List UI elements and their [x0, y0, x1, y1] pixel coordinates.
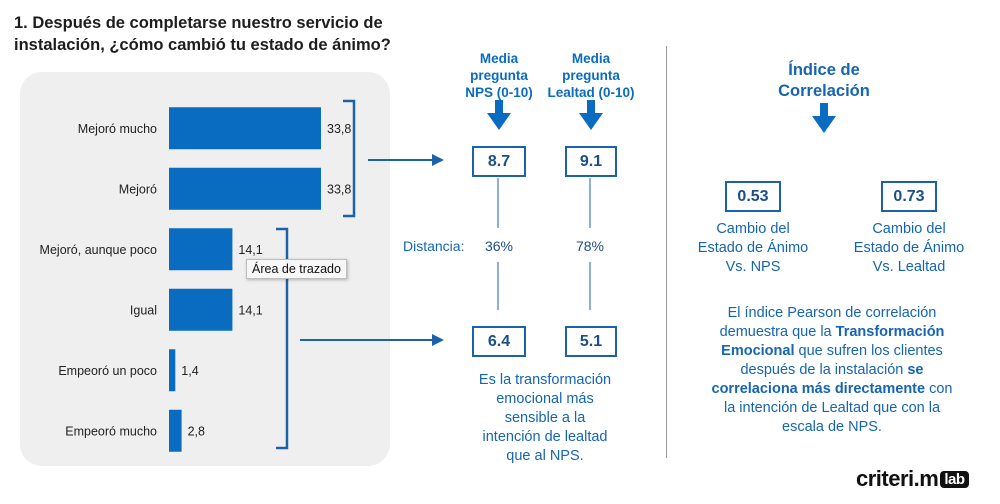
bar	[169, 288, 233, 331]
bar	[169, 107, 321, 150]
correlation-loyalty-label: Cambio del Estado de Ánimo Vs. Lealtad	[853, 221, 965, 275]
nps-distance: 36%	[484, 238, 514, 254]
data-label: 2,8	[188, 424, 205, 438]
data-label: 14,1	[238, 303, 262, 317]
nps-top-value-box: 8.7	[472, 146, 526, 177]
pearson-note: El índice Pearson de correlación demuest…	[711, 305, 953, 435]
middle-note: Es la transformación emocional más sensi…	[478, 372, 612, 464]
bracket-bottom	[276, 227, 289, 450]
bar	[169, 349, 176, 392]
correlation-down-arrow	[812, 116, 836, 133]
correlation-title: Índice de Correlación	[778, 61, 870, 100]
correlation-nps-box: 0.53	[725, 181, 781, 212]
correlation-nps-label: Cambio del Estado de Ánimo Vs. NPS	[697, 221, 809, 275]
bar	[169, 228, 233, 271]
nps-bottom-value-box: 6.4	[472, 326, 526, 357]
correlation-loyalty-box: 0.73	[881, 181, 937, 212]
data-label: 33,8	[327, 182, 351, 196]
loyalty-down-arrow	[579, 113, 603, 130]
loyalty-bottom-value-box: 5.1	[565, 326, 617, 357]
vertical-divider	[666, 46, 667, 458]
category-label: Mejoró	[119, 182, 157, 196]
bar	[169, 167, 321, 210]
data-label: 14,1	[238, 243, 262, 257]
category-label: Empeoró mucho	[65, 424, 157, 438]
criterium-lab-logo: criteri.m lab	[856, 466, 969, 492]
bracket-top	[343, 99, 356, 218]
category-label: Igual	[130, 303, 157, 317]
question-title: 1. Después de completarse nuestro servic…	[14, 14, 391, 54]
category-label: Empeoró un poco	[58, 364, 157, 378]
loyalty-top-value-box: 9.1	[565, 146, 617, 177]
plot-area-tooltip: Área de trazado	[246, 259, 347, 279]
bar	[169, 409, 182, 452]
nps-header: Media pregunta NPS (0-10)	[465, 51, 533, 100]
arrow-top-head	[432, 154, 444, 166]
loyalty-distance: 78%	[575, 238, 605, 254]
nps-down-arrow	[487, 113, 511, 130]
loyalty-header: Media pregunta Lealtad (0-10)	[547, 51, 635, 100]
category-label: Mejoró mucho	[78, 122, 157, 136]
category-label: Mejoró, aunque poco	[40, 243, 157, 257]
data-label: 1,4	[181, 364, 198, 378]
arrow-bottom-head	[432, 334, 444, 346]
data-label: 33,8	[327, 122, 351, 136]
distance-label: Distancia:	[403, 238, 465, 254]
